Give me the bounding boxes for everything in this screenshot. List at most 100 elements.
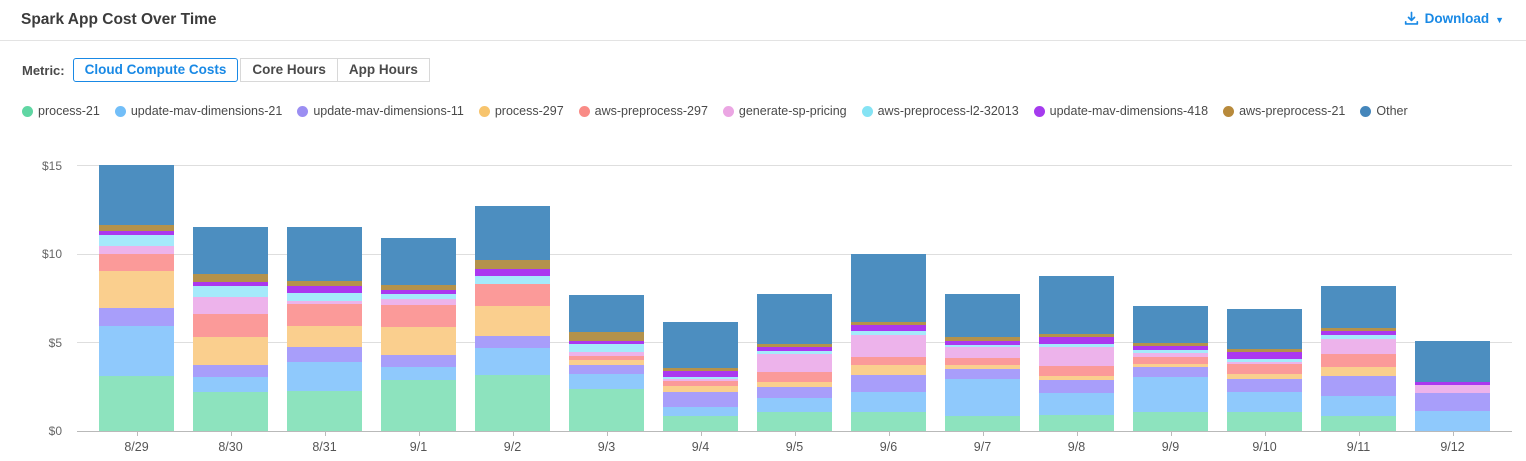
bar-segment[interactable] — [99, 376, 174, 431]
bar-segment[interactable] — [945, 294, 1020, 338]
bar-segment[interactable] — [287, 293, 362, 302]
bar-segment[interactable] — [1227, 362, 1302, 364]
bar-segment[interactable] — [757, 347, 832, 351]
bar-segment[interactable] — [757, 411, 832, 431]
bar-segment[interactable] — [851, 392, 926, 412]
bar-segment[interactable] — [287, 391, 362, 431]
bar-segment[interactable] — [757, 344, 832, 348]
bar-9-10[interactable] — [1227, 309, 1302, 431]
bar-segment[interactable] — [475, 335, 550, 348]
bar-segment[interactable] — [663, 377, 738, 379]
bar-8-30[interactable] — [193, 227, 268, 431]
bar-segment[interactable] — [757, 354, 832, 372]
bar-segment[interactable] — [1039, 333, 1114, 338]
bar-segment[interactable] — [99, 271, 174, 309]
bar-segment[interactable] — [475, 305, 550, 336]
bar-segment[interactable] — [193, 377, 268, 393]
bar-segment[interactable] — [1321, 376, 1396, 396]
bar-segment[interactable] — [193, 286, 268, 297]
bar-segment[interactable] — [1039, 275, 1114, 334]
bar-segment[interactable] — [99, 246, 174, 255]
bar-segment[interactable] — [1227, 352, 1302, 359]
bar-9-9[interactable] — [1133, 306, 1208, 431]
bar-segment[interactable] — [1039, 379, 1114, 394]
bar-segment[interactable] — [193, 273, 268, 282]
bar-segment[interactable] — [475, 283, 550, 285]
bar-segment[interactable] — [851, 374, 926, 393]
bar-segment[interactable] — [99, 308, 174, 326]
bar-segment[interactable] — [1227, 358, 1302, 363]
bar-segment[interactable] — [569, 352, 644, 356]
bar-9-7[interactable] — [945, 294, 1020, 431]
bar-segment[interactable] — [757, 371, 832, 383]
bar-segment[interactable] — [287, 301, 362, 304]
bar-segment[interactable] — [1133, 306, 1208, 343]
bar-segment[interactable] — [99, 165, 174, 226]
bar-8-31[interactable] — [287, 226, 362, 431]
bar-segment[interactable] — [381, 289, 456, 295]
bar-segment[interactable] — [569, 374, 644, 389]
bar-segment[interactable] — [1133, 411, 1208, 431]
bar-segment[interactable] — [757, 386, 832, 399]
bar-segment[interactable] — [1415, 381, 1490, 386]
bar-segment[interactable] — [851, 325, 926, 332]
bar-segment[interactable] — [1039, 344, 1114, 348]
bar-segment[interactable] — [1415, 385, 1490, 394]
bar-segment[interactable] — [381, 294, 456, 300]
bar-segment[interactable] — [1321, 327, 1396, 332]
bar-segment[interactable] — [381, 367, 456, 380]
bar-segment[interactable] — [851, 411, 926, 431]
bar-8-29[interactable] — [99, 165, 174, 431]
bar-segment[interactable] — [1039, 365, 1114, 377]
bar-segment[interactable] — [569, 332, 644, 341]
bar-segment[interactable] — [569, 364, 644, 375]
bar-segment[interactable] — [851, 331, 926, 335]
legend-item-process-21[interactable]: process-21 — [22, 104, 100, 118]
bar-segment[interactable] — [193, 296, 268, 315]
bar-segment[interactable] — [381, 299, 456, 305]
bar-segment[interactable] — [945, 347, 1020, 358]
bar-segment[interactable] — [475, 205, 550, 260]
download-button[interactable]: Download ▼ — [1404, 11, 1504, 26]
bar-segment[interactable] — [663, 368, 738, 371]
bar-segment[interactable] — [1039, 337, 1114, 345]
bar-segment[interactable] — [287, 286, 362, 294]
bar-segment[interactable] — [1133, 356, 1208, 364]
bar-segment[interactable] — [1227, 392, 1302, 413]
bar-9-8[interactable] — [1039, 275, 1114, 431]
bar-9-11[interactable] — [1321, 286, 1396, 431]
bar-segment[interactable] — [193, 392, 268, 431]
bar-segment[interactable] — [569, 344, 644, 353]
bar-segment[interactable] — [1321, 395, 1396, 416]
bar-segment[interactable] — [193, 314, 268, 338]
bar-segment[interactable] — [193, 364, 268, 378]
metric-option-app-hours[interactable]: App Hours — [336, 58, 430, 82]
bar-segment[interactable] — [381, 379, 456, 431]
legend-item-generate-sp-pricing[interactable]: generate-sp-pricing — [722, 104, 847, 118]
bar-segment[interactable] — [1227, 373, 1302, 379]
bar-segment[interactable] — [851, 356, 926, 365]
bar-segment[interactable] — [99, 234, 174, 247]
bar-segment[interactable] — [1133, 353, 1208, 357]
bar-segment[interactable] — [381, 326, 456, 356]
bar-segment[interactable] — [1321, 286, 1396, 328]
bar-segment[interactable] — [381, 304, 456, 327]
metric-option-core-hours[interactable]: Core Hours — [240, 58, 338, 82]
bar-segment[interactable] — [99, 225, 174, 231]
bar-segment[interactable] — [945, 357, 1020, 365]
bar-segment[interactable] — [1039, 376, 1114, 380]
bar-segment[interactable] — [663, 407, 738, 416]
bar-segment[interactable] — [569, 355, 644, 361]
bar-segment[interactable] — [1321, 331, 1396, 335]
bar-segment[interactable] — [475, 268, 550, 277]
bar-segment[interactable] — [945, 337, 1020, 341]
bar-segment[interactable] — [475, 375, 550, 431]
legend-item-process-297[interactable]: process-297 — [478, 104, 564, 118]
bar-segment[interactable] — [1321, 354, 1396, 368]
bar-segment[interactable] — [99, 254, 174, 272]
bar-segment[interactable] — [287, 347, 362, 363]
bar-segment[interactable] — [945, 364, 1020, 370]
bar-segment[interactable] — [1227, 378, 1302, 393]
bar-segment[interactable] — [287, 226, 362, 281]
bar-segment[interactable] — [757, 398, 832, 412]
